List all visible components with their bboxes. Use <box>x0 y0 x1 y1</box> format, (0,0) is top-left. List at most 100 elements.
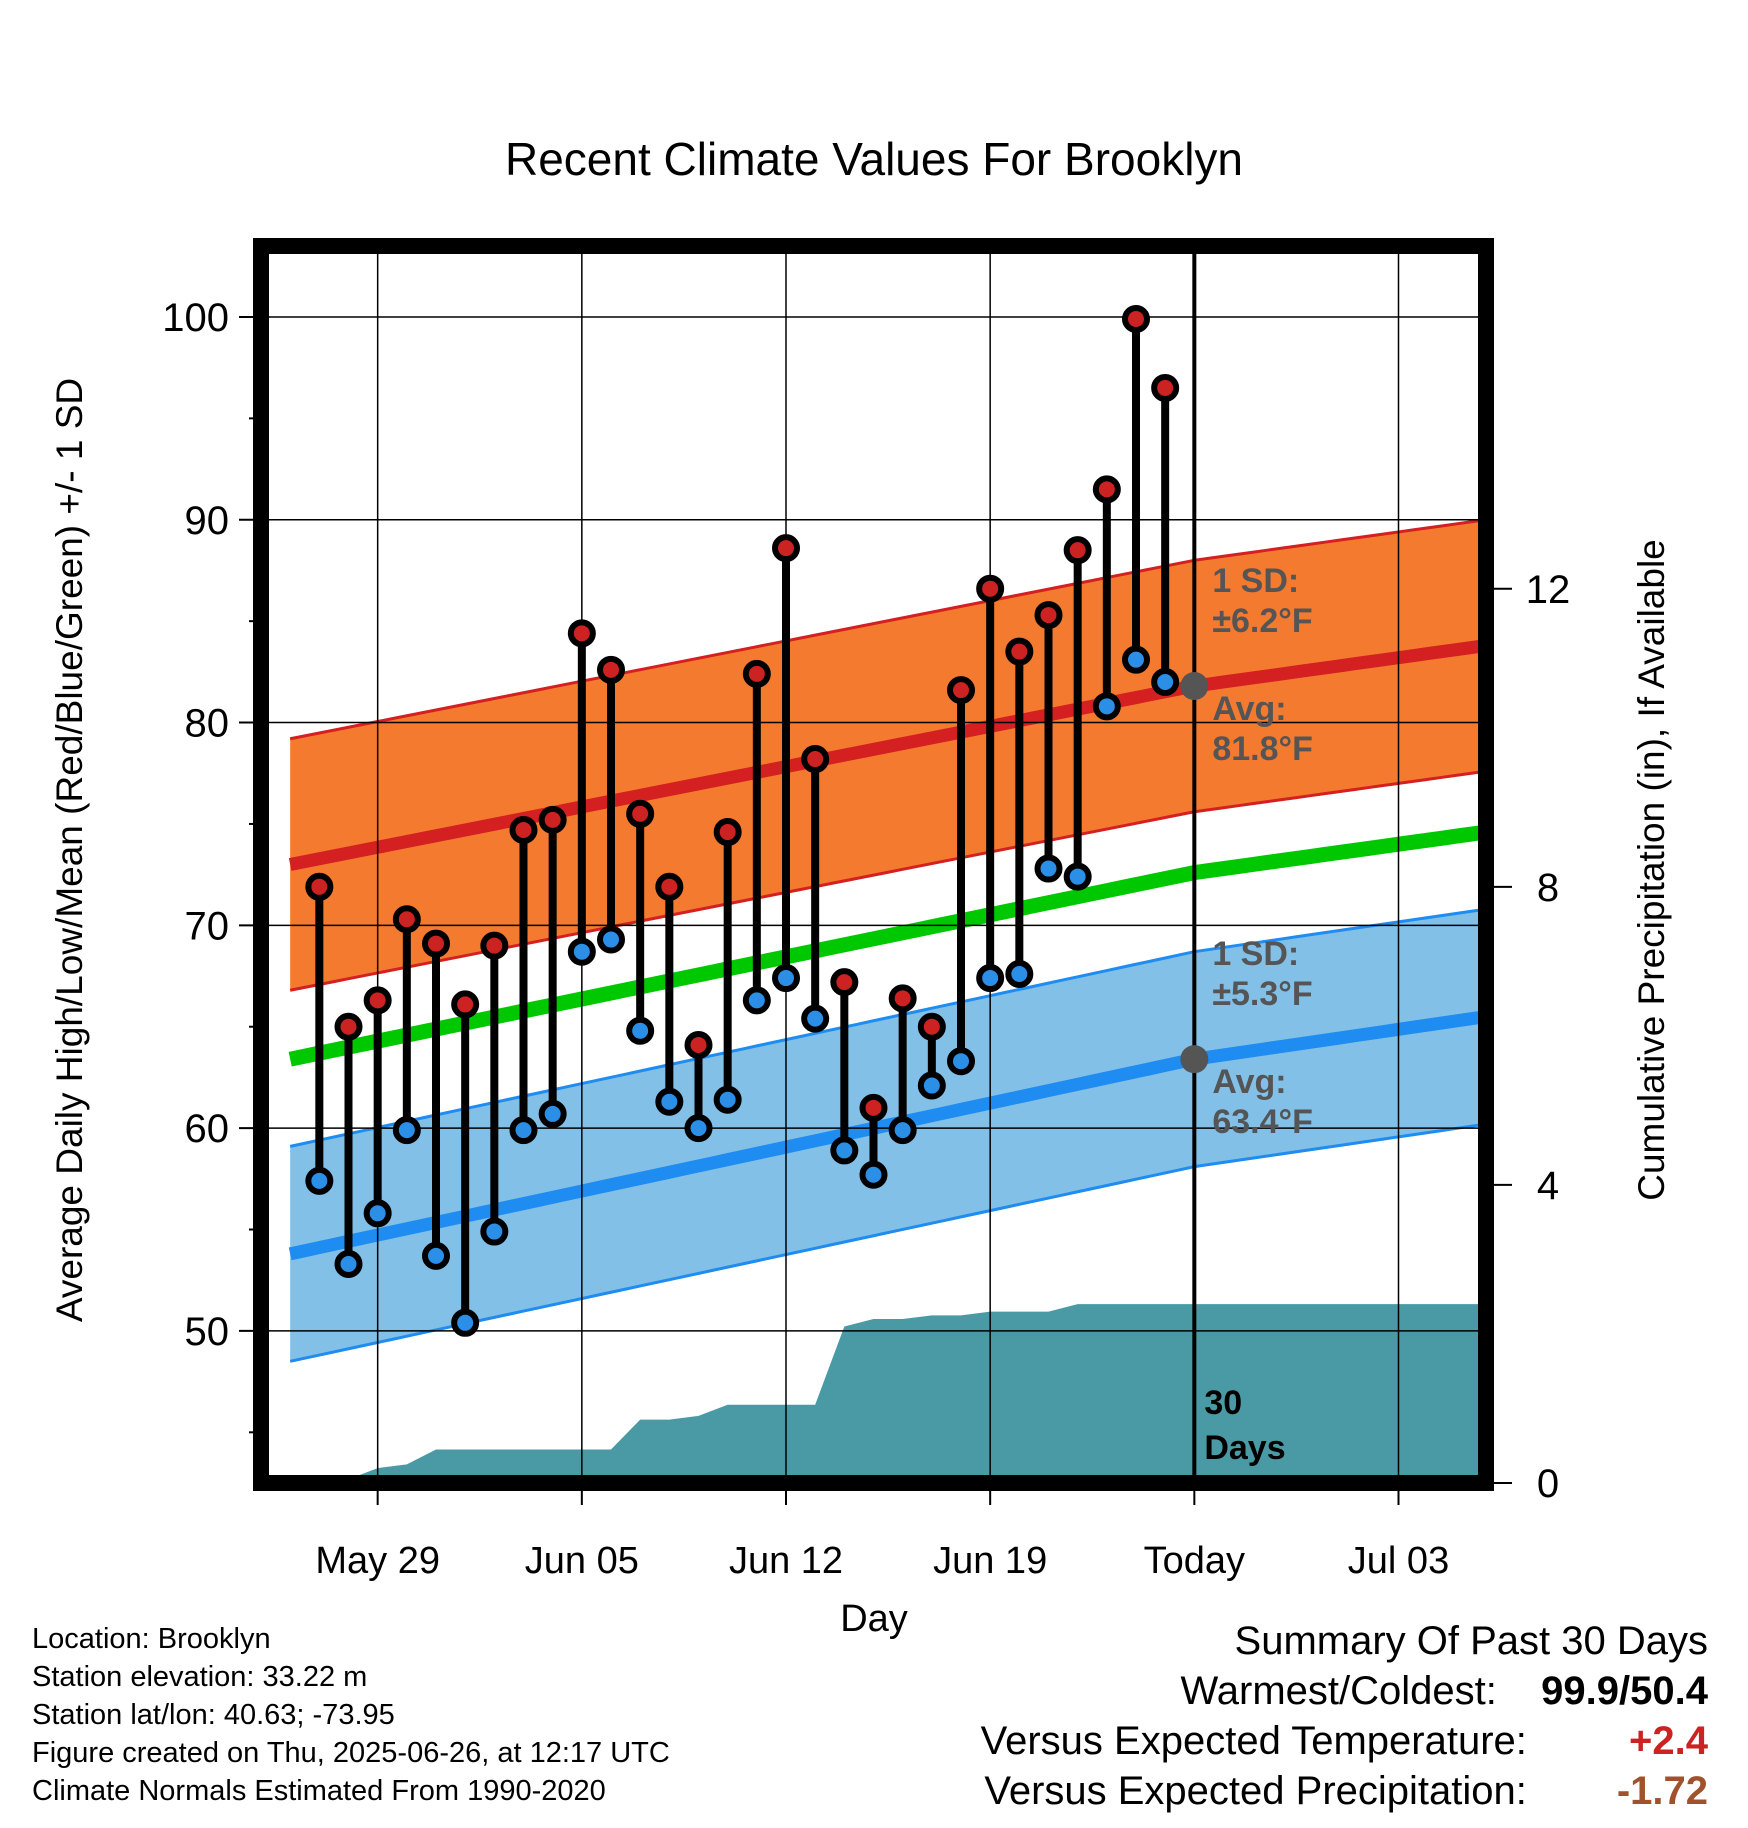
daily-high-point <box>626 799 655 828</box>
summary-temp-value: +2.4 <box>1629 1719 1708 1763</box>
normal-high-band <box>290 519 1486 991</box>
y-tick-label: 90 <box>185 499 230 543</box>
daily-low-point <box>626 1016 655 1045</box>
daily-low-point <box>655 1087 684 1116</box>
low-sd-value: ±5.3°F <box>1212 975 1312 1013</box>
daily-high-point <box>1005 637 1034 666</box>
plot-inner <box>261 246 1486 1483</box>
daily-low-point <box>1005 960 1034 989</box>
normal-mean-line <box>288 824 1486 1067</box>
x-axis-label: Day <box>840 1598 908 1640</box>
daily-low-point <box>801 1004 830 1033</box>
summary-warmest-row: Warmest/Coldest: 99.9/50.4 <box>981 1666 1709 1716</box>
daily-high-point <box>451 990 480 1019</box>
daily-low-point <box>1151 667 1180 696</box>
daily-low-point <box>713 1085 742 1114</box>
right-y-tick-label: 12 <box>1526 568 1571 612</box>
info-latlon: Station lat/lon: 40.63; -73.95 <box>32 1699 395 1731</box>
info-normals: Climate Normals Estimated From 1990-2020 <box>32 1775 606 1807</box>
daily-high-point <box>422 929 450 958</box>
low-avg-label: Avg: <box>1212 1063 1286 1101</box>
y-tick-label: 100 <box>162 296 229 340</box>
daily-high-point <box>976 574 1005 603</box>
summary-precip-row: Versus Expected Precipitation: -1.72 <box>981 1766 1708 1816</box>
daily-low-point <box>392 1116 421 1145</box>
daily-high-point <box>655 872 684 901</box>
summary-warmest-value: 99.9/50.4 <box>1541 1669 1708 1713</box>
daily-low-point <box>538 1099 567 1128</box>
summary-precip-value: -1.72 <box>1616 1769 1708 1813</box>
daily-low-point <box>772 964 800 993</box>
y-axis-label: Average Daily High/Low/Mean (Red/Blue/Gr… <box>49 378 90 1322</box>
right-y-tick-label: 0 <box>1537 1462 1559 1506</box>
daily-high-point <box>1151 373 1180 402</box>
x-tick-label: Jun 12 <box>729 1540 843 1582</box>
y-tick-label: 70 <box>185 904 230 948</box>
daily-low-point <box>1092 692 1121 721</box>
daily-high-point <box>947 676 975 705</box>
daily-high-point <box>1063 536 1092 565</box>
x-tick-label: Jun 19 <box>933 1540 1047 1582</box>
normal-high-line <box>288 639 1486 871</box>
summary-heading: Summary Of Past 30 Days <box>1234 1619 1708 1663</box>
summary-temp-row: Versus Expected Temperature: +2.4 <box>981 1716 1708 1766</box>
daily-low-point <box>334 1249 363 1278</box>
daily-low-point <box>1122 645 1150 674</box>
daily-high-point <box>597 655 625 684</box>
daily-low-point <box>422 1241 450 1270</box>
normal-low-upper-edge <box>289 907 1486 1148</box>
low-sd-label: 1 SD: <box>1212 935 1299 973</box>
daily-low-point <box>509 1116 538 1145</box>
x-tick-label: Today <box>1144 1540 1245 1582</box>
right-y-tick-label: 4 <box>1537 1164 1559 1208</box>
daily-high-point <box>305 872 334 901</box>
daily-low-point <box>1063 862 1092 891</box>
daily-low-point <box>888 1116 917 1145</box>
daily-low-point <box>976 964 1005 993</box>
daily-high-point <box>859 1093 888 1122</box>
info-elevation: Station elevation: 33.22 m <box>32 1661 368 1693</box>
daily-low-point <box>917 1071 946 1100</box>
daily-low-point <box>830 1136 859 1165</box>
daily-low-point <box>859 1160 888 1189</box>
daily-high-point <box>772 534 800 563</box>
daily-low-point <box>480 1217 509 1246</box>
right-y-tick-label: 8 <box>1537 866 1559 910</box>
today-high-avg-marker <box>1180 672 1209 701</box>
x-tick-label: Jun 05 <box>525 1540 639 1582</box>
daily-high-point <box>1092 475 1121 504</box>
summary-temp-label: Versus Expected Temperature: <box>980 1719 1527 1763</box>
y-tick-label: 80 <box>185 702 230 746</box>
daily-high-point <box>567 619 596 648</box>
right-y-axis-label: Cumulative Precipitation (in), If Availa… <box>1631 539 1672 1201</box>
daily-high-point <box>538 805 567 834</box>
daily-low-point <box>947 1047 975 1076</box>
daily-low-point <box>363 1199 392 1228</box>
daily-high-point <box>1122 305 1150 334</box>
daily-high-point <box>713 818 742 847</box>
precip-label-days: Days <box>1204 1429 1285 1467</box>
high-sd-label: 1 SD: <box>1212 562 1299 600</box>
normal-low-line <box>288 1010 1486 1261</box>
daily-high-point <box>334 1012 363 1041</box>
normal-high-upper-edge <box>289 518 1486 741</box>
daily-low-point <box>597 925 625 954</box>
daily-low-point <box>305 1166 334 1195</box>
precip-label: 30 <box>1204 1384 1242 1422</box>
daily-high-point <box>830 968 859 997</box>
x-tick-label: May 29 <box>315 1540 440 1582</box>
x-tick-label: Jul 03 <box>1348 1540 1449 1582</box>
summary-panel: Summary Of Past 30 Days Warmest/Coldest:… <box>981 1616 1708 1816</box>
precip-area <box>290 1304 1486 1483</box>
today-low-avg-marker <box>1180 1045 1209 1074</box>
y-tick-label: 60 <box>185 1107 230 1151</box>
summary-precip-label: Versus Expected Precipitation: <box>984 1769 1527 1813</box>
info-created: Figure created on Thu, 2025-06-26, at 12… <box>32 1737 670 1769</box>
daily-high-point <box>480 931 509 960</box>
high-avg-value: 81.8°F <box>1212 730 1313 768</box>
high-sd-value: ±6.2°F <box>1212 602 1312 640</box>
daily-low-point <box>1034 854 1063 883</box>
daily-high-point <box>742 659 771 688</box>
